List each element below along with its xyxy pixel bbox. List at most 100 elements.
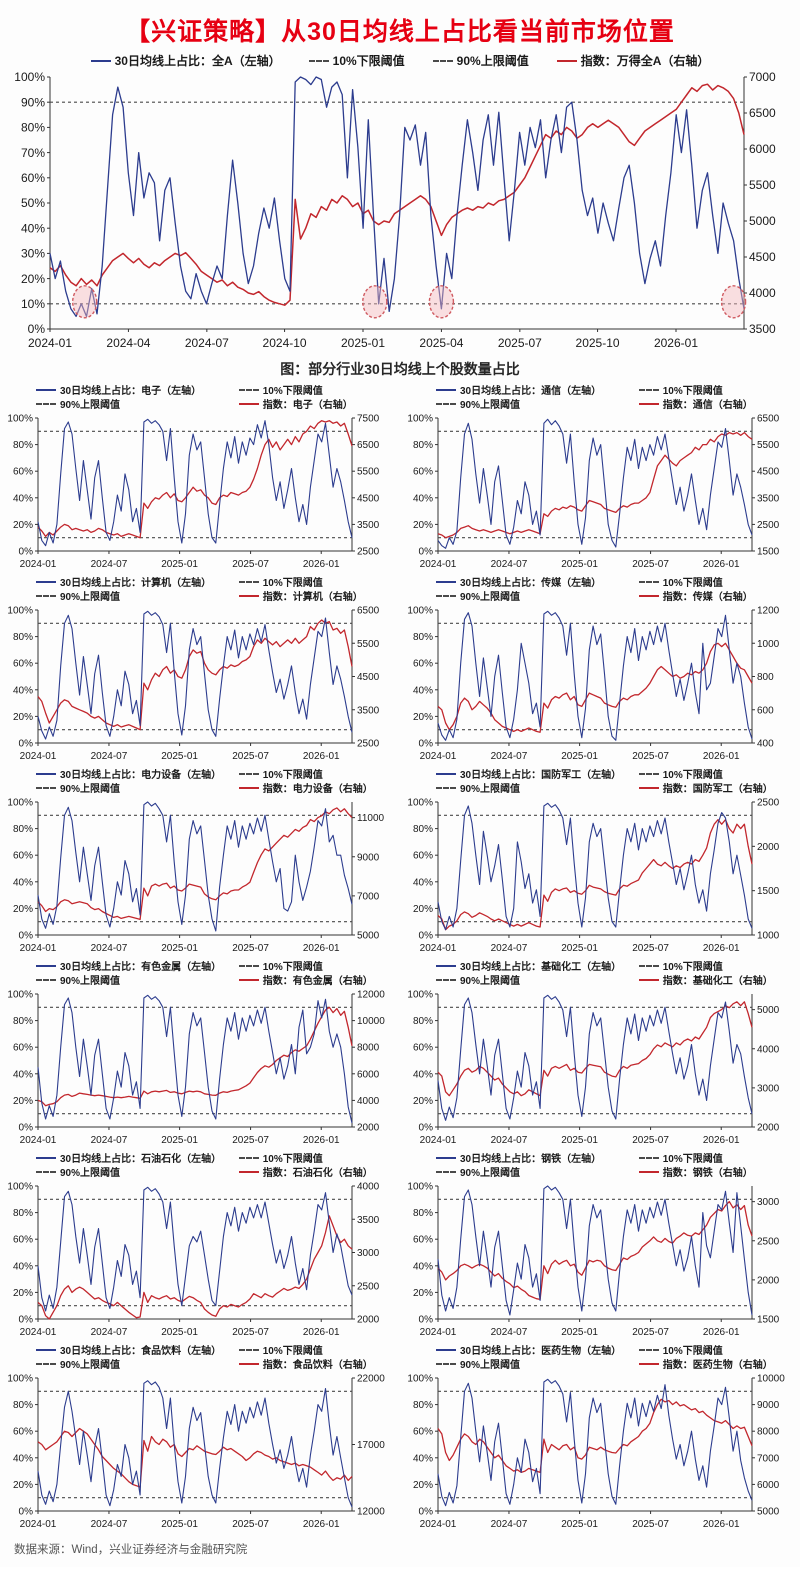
chart-legend-shiyou: 30日均线上占比：石油石化（左轴） 10%下限阈值 90%上限阈值 指数：石油石化（右… [2, 1153, 398, 1181]
svg-text:2024-01: 2024-01 [20, 1135, 57, 1146]
svg-text:20%: 20% [413, 1096, 433, 1107]
legend-item-upper-threshold: 90%上限阈值 [36, 1359, 239, 1373]
svg-text:2024-07: 2024-07 [491, 559, 528, 570]
svg-text:17000: 17000 [357, 1440, 385, 1451]
svg-text:1000: 1000 [757, 931, 780, 942]
svg-text:2025-07: 2025-07 [632, 943, 669, 954]
data-source-note: 数据来源：Wind，兴业证券经济与金融研究院 [14, 1544, 248, 1556]
legend-key-index [238, 1171, 259, 1174]
svg-text:11000: 11000 [357, 813, 385, 824]
svg-text:2025-07: 2025-07 [232, 559, 269, 570]
legend-label-upper-threshold: 90%上限阈值 [60, 1360, 121, 1371]
svg-text:4500: 4500 [357, 493, 380, 504]
svg-text:5500: 5500 [357, 467, 380, 478]
svg-text:40%: 40% [13, 1069, 33, 1080]
legend-item-index: 指数：计算机（右轴） [238, 591, 398, 605]
legend-key-index [638, 1171, 659, 1174]
svg-text:100%: 100% [407, 990, 433, 1001]
legend-key-upper-threshold [432, 59, 453, 62]
svg-text:2024-07: 2024-07 [91, 1519, 128, 1530]
legend-key-lower-threshold [308, 59, 329, 62]
legend-label-lower-threshold: 10%下限阈值 [662, 386, 723, 397]
legend-key-index [638, 403, 659, 406]
svg-text:100%: 100% [407, 1374, 433, 1385]
svg-text:6000: 6000 [749, 142, 776, 156]
svg-text:80%: 80% [13, 1208, 33, 1219]
legend-item-index: 指数：传媒（右轴） [638, 591, 798, 605]
legend-item-index: 指数：食品饮料（右轴） [238, 1359, 398, 1373]
legend-item-index: 指数：通信（右轴） [638, 399, 798, 413]
svg-text:2025-07: 2025-07 [232, 751, 269, 762]
chart-panel-tongxin: 30日均线上占比：通信（左轴） 10%下限阈值 90%上限阈值 指数：通信（右轴） 0%… [402, 381, 798, 573]
svg-text:80%: 80% [13, 632, 33, 643]
svg-text:40%: 40% [413, 1261, 433, 1272]
legend-item-index: 指数：医药生物（右轴） [638, 1359, 798, 1373]
legend-key-lower-threshold [238, 965, 259, 968]
svg-text:0%: 0% [419, 1123, 434, 1134]
legend-item-ratio: 30日均线上占比：国防军工（左轴） [436, 769, 639, 783]
svg-text:3500: 3500 [357, 705, 380, 716]
svg-text:2025-07: 2025-07 [498, 336, 542, 350]
legend-key-lower-threshold [638, 965, 659, 968]
legend-key-index [638, 595, 659, 598]
svg-text:40%: 40% [413, 493, 433, 504]
svg-text:2024-07: 2024-07 [185, 336, 229, 350]
legend-item-lower-threshold: 10%下限阈值 [638, 385, 798, 399]
legend-key-upper-threshold [36, 1171, 56, 1174]
left-axis-ticks: 0% 20% 40% 60% 80% 100% [7, 990, 38, 1134]
legend-item-lower-threshold: 10%下限阈值 [638, 1153, 798, 1167]
svg-text:5000: 5000 [757, 1005, 780, 1016]
index-series-line [37, 1006, 353, 1107]
legend-key-upper-threshold [436, 1363, 456, 1366]
legend-label-index: 指数：基础化工（右轴） [662, 976, 773, 987]
legend-label-ratio: 30日均线上占比：食品饮料（左轴） [60, 1346, 222, 1357]
legend-label-index: 指数：钢铁（右轴） [662, 1168, 753, 1179]
svg-text:2026-01: 2026-01 [703, 1135, 740, 1146]
legend-label-ratio: 30日均线上占比：计算机（左轴） [60, 578, 212, 589]
svg-text:7000: 7000 [757, 1453, 780, 1464]
svg-text:6000: 6000 [757, 1480, 780, 1491]
ratio-series-line [437, 1185, 753, 1316]
chart-legend-gangtie: 30日均线上占比：钢铁（左轴） 10%下限阈值 90%上限阈值 指数：钢铁（右轴） [402, 1153, 798, 1181]
svg-text:2025-01: 2025-01 [561, 751, 598, 762]
svg-text:2025-01: 2025-01 [161, 1327, 198, 1338]
svg-text:20%: 20% [21, 272, 45, 286]
legend-item-ratio: 30日均线上占比：医药生物（左轴） [436, 1345, 639, 1359]
legend-item-ratio: 30日均线上占比：计算机（左轴） [36, 577, 239, 591]
svg-text:20%: 20% [413, 1480, 433, 1491]
legend-item-upper-threshold: 90%上限阈值 [436, 591, 639, 605]
legend-item-lower-threshold: 10%下限阈值 [638, 577, 798, 591]
legend-item-lower-threshold: 10%下限阈值 [638, 1345, 798, 1359]
legend-label-index: 指数：电子（右轴） [262, 400, 353, 411]
svg-text:22000: 22000 [357, 1374, 385, 1385]
legend-item-index: 指数：电子（右轴） [238, 399, 398, 413]
svg-text:2025-10: 2025-10 [576, 336, 620, 350]
legend-key-index [638, 787, 659, 790]
x-axis-ticks: 2024-01 2024-07 2025-01 2025-07 2026-01 [420, 1127, 740, 1146]
svg-text:80%: 80% [413, 440, 433, 451]
legend-item-lower-threshold: 10%下限阈值 [638, 961, 798, 975]
svg-text:60%: 60% [413, 1427, 433, 1438]
legend-item-upper-threshold: 90%上限阈值 [36, 1167, 239, 1181]
legend-key-upper-threshold [436, 1171, 456, 1174]
low-ratio-highlight-ellipse [428, 285, 455, 319]
ratio-series-line [37, 1186, 353, 1312]
svg-text:3500: 3500 [749, 322, 776, 336]
legend-key-index [238, 1363, 259, 1366]
chart-legend-tongxin: 30日均线上占比：通信（左轴） 10%下限阈值 90%上限阈值 指数：通信（右轴） [402, 385, 798, 413]
svg-text:7500: 7500 [357, 414, 380, 425]
svg-text:80%: 80% [413, 1400, 433, 1411]
chart-canvas-gangtie: 0% 20% 40% 60% 80% 100% 1500 2000 2500 3000 2024-0… [407, 1182, 779, 1339]
svg-text:2025-07: 2025-07 [632, 559, 669, 570]
index-series-line [37, 1215, 353, 1320]
left-axis-ticks: 0% 20% 40% 60% 80% 100% [407, 798, 438, 942]
legend-item-upper-threshold: 90%上限阈值 [36, 783, 239, 797]
svg-text:2000: 2000 [357, 1123, 380, 1134]
svg-text:2500: 2500 [757, 798, 780, 809]
svg-text:2025-07: 2025-07 [632, 751, 669, 762]
svg-text:2025-01: 2025-01 [561, 1327, 598, 1338]
ratio-series-line [437, 418, 753, 549]
svg-text:2024-01: 2024-01 [420, 1135, 457, 1146]
legend-item-index: 指数：万得全A（右轴） [556, 52, 709, 69]
svg-text:0%: 0% [28, 322, 46, 336]
